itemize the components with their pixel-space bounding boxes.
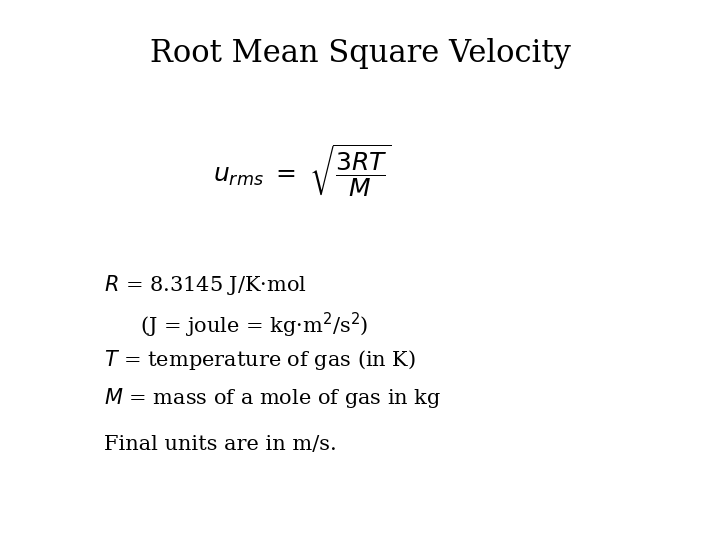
Text: $T$ = temperature of gas (in K): $T$ = temperature of gas (in K) bbox=[104, 348, 416, 372]
Text: (J = joule = kg·m$^2$/s$^2$): (J = joule = kg·m$^2$/s$^2$) bbox=[140, 310, 369, 340]
Text: Root Mean Square Velocity: Root Mean Square Velocity bbox=[150, 38, 570, 69]
Text: $u_{rms}\ =\ \sqrt{\dfrac{3RT}{M}}$: $u_{rms}\ =\ \sqrt{\dfrac{3RT}{M}}$ bbox=[213, 143, 392, 199]
Text: $M$ = mass of a mole of gas in kg: $M$ = mass of a mole of gas in kg bbox=[104, 386, 441, 410]
Text: Final units are in m/s.: Final units are in m/s. bbox=[104, 435, 337, 454]
Text: $R$ = 8.3145 J/K·mol: $R$ = 8.3145 J/K·mol bbox=[104, 273, 307, 296]
